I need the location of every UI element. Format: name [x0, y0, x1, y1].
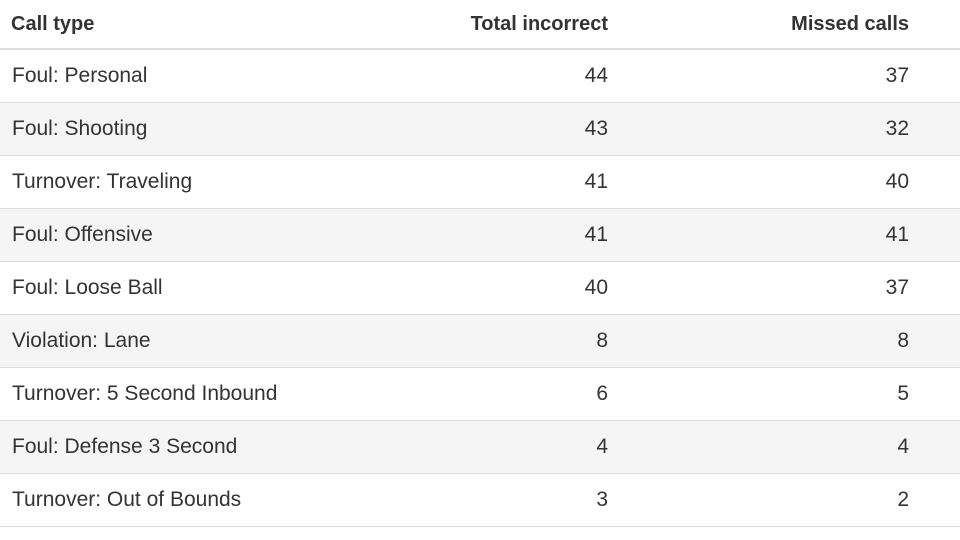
row-spacer: [909, 420, 960, 474]
row-spacer: [909, 261, 960, 315]
row-spacer: [909, 155, 960, 209]
cell-missed-calls: 37: [608, 48, 909, 103]
table-row: Turnover: 5 Second Inbound 6 5: [0, 367, 960, 421]
column-header-total-incorrect: Total incorrect: [371, 0, 608, 50]
cell-missed-calls: 4: [608, 420, 909, 474]
table-row: Turnover: Traveling 41 40: [0, 155, 960, 209]
cell-missed-calls: 40: [608, 155, 909, 209]
row-spacer: [909, 102, 960, 156]
cell-missed-calls: 8: [608, 314, 909, 368]
cell-call-type: Turnover: Traveling: [0, 155, 371, 209]
cell-call-type: Foul: Shooting: [0, 102, 371, 156]
cell-missed-calls: 32: [608, 102, 909, 156]
cell-call-type: Turnover: 5 Second Inbound: [0, 367, 371, 421]
cell-call-type: Foul: Defense 3 Second: [0, 420, 371, 474]
table-row: Foul: Loose Ball 40 37: [0, 261, 960, 315]
cell-call-type: Foul: Offensive: [0, 208, 371, 262]
table-row: Violation: Lane 8 8: [0, 314, 960, 368]
cell-missed-calls: 5: [608, 367, 909, 421]
cell-total-incorrect: 3: [371, 473, 608, 527]
header-spacer: [909, 0, 960, 50]
call-type-table: Call type Total incorrect Missed calls F…: [0, 0, 960, 527]
table-row: Turnover: Out of Bounds 3 2: [0, 473, 960, 527]
table-row: Foul: Offensive 41 41: [0, 208, 960, 262]
row-spacer: [909, 367, 960, 421]
row-spacer: [909, 314, 960, 368]
cell-total-incorrect: 43: [371, 102, 608, 156]
cell-total-incorrect: 41: [371, 208, 608, 262]
cell-total-incorrect: 41: [371, 155, 608, 209]
table-body: Foul: Personal 44 37 Foul: Shooting 43 3…: [0, 48, 960, 527]
row-spacer: [909, 473, 960, 527]
cell-call-type: Violation: Lane: [0, 314, 371, 368]
column-header-call-type: Call type: [0, 0, 371, 50]
row-spacer: [909, 48, 960, 103]
table-row: Foul: Personal 44 37: [0, 48, 960, 103]
table-row: Foul: Shooting 43 32: [0, 102, 960, 156]
row-spacer: [909, 208, 960, 262]
header-row: Call type Total incorrect Missed calls: [0, 0, 960, 50]
cell-call-type: Turnover: Out of Bounds: [0, 473, 371, 527]
cell-call-type: Foul: Loose Ball: [0, 261, 371, 315]
cell-missed-calls: 2: [608, 473, 909, 527]
cell-total-incorrect: 44: [371, 48, 608, 103]
table-row: Foul: Defense 3 Second 4 4: [0, 420, 960, 474]
cell-missed-calls: 37: [608, 261, 909, 315]
cell-total-incorrect: 40: [371, 261, 608, 315]
column-header-missed-calls: Missed calls: [608, 0, 909, 50]
cell-total-incorrect: 8: [371, 314, 608, 368]
cell-missed-calls: 41: [608, 208, 909, 262]
cell-total-incorrect: 6: [371, 367, 608, 421]
cell-total-incorrect: 4: [371, 420, 608, 474]
table-header: Call type Total incorrect Missed calls: [0, 0, 960, 50]
cell-call-type: Foul: Personal: [0, 48, 371, 103]
